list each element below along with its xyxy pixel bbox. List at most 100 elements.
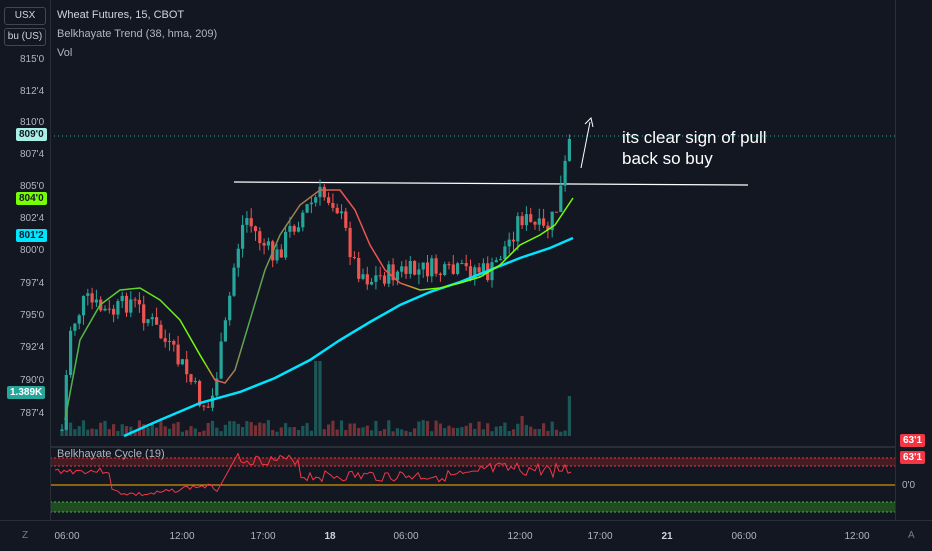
candle-body: [202, 405, 206, 407]
volume-bar: [245, 421, 249, 436]
candle-body: [494, 260, 498, 263]
candle-body: [245, 218, 249, 225]
symbol-title[interactable]: Wheat Futures, 15, CBOT: [57, 9, 185, 21]
time-label: 06:00: [54, 531, 80, 542]
volume-bar: [271, 429, 275, 436]
candle-body: [425, 262, 430, 277]
candle-body: [503, 246, 507, 260]
candle-body: [559, 185, 563, 212]
candle-body: [563, 160, 567, 186]
volume-bar: [546, 430, 550, 436]
volume-bar: [142, 424, 146, 436]
price-tick: 797'4: [20, 278, 45, 289]
timezone-button[interactable]: Z: [22, 530, 29, 541]
volume-bar: [262, 423, 266, 436]
volume-bar: [370, 430, 374, 436]
volume-bar: [69, 422, 73, 436]
autoscale-button[interactable]: A: [908, 530, 915, 541]
chart-annotation[interactable]: its clear sign of pull back so buy: [622, 127, 767, 169]
time-axis[interactable]: Z 06:00 12:00 17:00 18 06:00 12:00 17:00…: [0, 520, 932, 551]
volume-bar: [391, 431, 395, 436]
candle-body: [120, 295, 124, 302]
price-tick: 795'0: [20, 310, 45, 321]
candle-body: [81, 295, 86, 316]
candle-body: [434, 258, 438, 274]
price-tick: 792'4: [20, 342, 45, 353]
candle-body: [374, 275, 378, 282]
volume-bar: [309, 430, 313, 436]
candle-body: [180, 359, 184, 365]
candle-body: [516, 216, 520, 242]
price-tick: 802'4: [20, 213, 45, 224]
currency-button[interactable]: USX: [4, 7, 46, 25]
candle-body: [296, 227, 301, 232]
candle-body: [451, 264, 455, 274]
volume-bar: [232, 421, 236, 436]
candle-body: [542, 218, 546, 226]
candle-body: [77, 315, 81, 324]
candle-body: [236, 248, 240, 268]
last-price-tag: 809'0: [16, 128, 47, 141]
candle-body: [210, 395, 215, 408]
candle-body: [481, 263, 485, 273]
candle-body: [447, 264, 451, 266]
candle-body: [90, 293, 94, 303]
volume-tag: 1.389K: [7, 386, 46, 399]
volume-bar: [249, 422, 253, 436]
volume-bar: [374, 420, 378, 436]
candle-body: [533, 221, 537, 225]
candle-body: [400, 266, 404, 272]
unit-button[interactable]: bu (US): [4, 28, 46, 46]
indicator-volume-label[interactable]: Vol: [57, 47, 73, 59]
volume-bar: [60, 429, 64, 436]
volume-bar: [451, 427, 455, 436]
volume-bar: [460, 427, 464, 436]
volume-bar: [382, 429, 387, 436]
osc-tag-top: 63'1: [900, 434, 926, 447]
left-price-scale[interactable]: USX bu (US) 815'0 812'4 810'0 807'4 805'…: [0, 0, 51, 520]
oscillator-title[interactable]: Belkhayate Cycle (19): [57, 448, 165, 460]
right-scale[interactable]: 63'1 63'1 0'0: [895, 0, 932, 520]
candle-body: [150, 317, 154, 320]
volume-bar: [524, 424, 528, 436]
volume-bars: [60, 361, 571, 436]
volume-bar: [90, 428, 94, 436]
price-tick: 787'4: [20, 408, 45, 419]
osc-red-band: [50, 458, 896, 466]
volume-bar: [206, 422, 210, 436]
candle-body: [219, 341, 223, 379]
candle-body: [520, 216, 524, 226]
volume-bar: [395, 428, 399, 436]
candle-body: [69, 330, 73, 376]
candle-body: [438, 273, 442, 275]
volume-bar: [486, 423, 490, 436]
volume-bar: [253, 425, 258, 436]
volume-bar: [180, 431, 184, 436]
candle-body: [546, 225, 550, 231]
osc-green-band: [50, 502, 896, 512]
volume-bar: [124, 426, 129, 436]
volume-bar: [408, 431, 412, 436]
time-label: 21: [661, 531, 673, 542]
volume-bar: [365, 425, 369, 436]
candle-body: [464, 262, 468, 267]
volume-bar: [481, 429, 485, 436]
candle-body: [129, 299, 133, 313]
candle-body: [266, 241, 270, 246]
volume-bar: [210, 420, 215, 436]
indicator-trend-label[interactable]: Belkhayate Trend (38, hma, 209): [57, 28, 218, 40]
volume-bar: [189, 426, 193, 436]
candle-body: [456, 263, 460, 274]
candle-body: [223, 320, 227, 342]
candle-body: [94, 299, 98, 303]
price-tick: 805'0: [20, 181, 45, 192]
price-chart[interactable]: [0, 0, 932, 520]
candle-body: [550, 211, 554, 231]
arrow-head: [584, 117, 594, 128]
candle-body: [361, 274, 365, 279]
candle-body: [142, 304, 146, 324]
osc-zero-label: 0'0: [902, 480, 916, 491]
volume-bar: [425, 421, 430, 436]
candle-body: [421, 262, 425, 270]
